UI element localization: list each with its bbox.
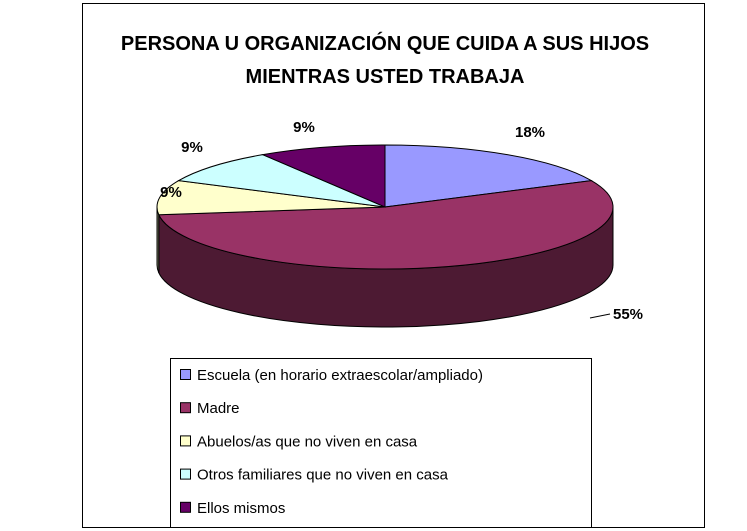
legend-label: Madre bbox=[197, 400, 240, 417]
data-label: 9% bbox=[293, 119, 315, 136]
slice-top bbox=[177, 154, 386, 208]
slice-top bbox=[158, 180, 614, 270]
slice-top bbox=[156, 180, 386, 216]
chart-title: PERSONA U ORGANIZACIÓN QUE CUIDA A SUS H… bbox=[120, 33, 650, 88]
data-label: 9% bbox=[181, 139, 203, 156]
legend-swatch bbox=[180, 435, 191, 447]
data-label: 55% bbox=[613, 306, 643, 323]
slice bbox=[261, 144, 386, 208]
slice-side bbox=[156, 206, 160, 273]
leader-line bbox=[589, 313, 611, 319]
legend-box bbox=[170, 358, 592, 528]
slice bbox=[156, 180, 386, 273]
legend-label: Otros familiares que no viven en casa bbox=[197, 467, 449, 484]
slice bbox=[384, 144, 593, 208]
legend-label: Escuela (en horario extraescolar/ampliad… bbox=[197, 367, 483, 384]
slice bbox=[177, 154, 386, 208]
data-label: 18% bbox=[515, 124, 545, 141]
legend-label: Ellos mismos bbox=[197, 500, 285, 517]
legend-swatch bbox=[180, 369, 191, 380]
data-label: 9% bbox=[160, 184, 182, 201]
legend-swatch bbox=[180, 402, 191, 414]
legend-swatch bbox=[180, 468, 191, 480]
legend-swatch bbox=[180, 501, 191, 513]
slice-top bbox=[384, 144, 593, 208]
legend-label: Abuelos/as que no viven en casa bbox=[197, 433, 418, 450]
slice-top bbox=[261, 144, 386, 208]
